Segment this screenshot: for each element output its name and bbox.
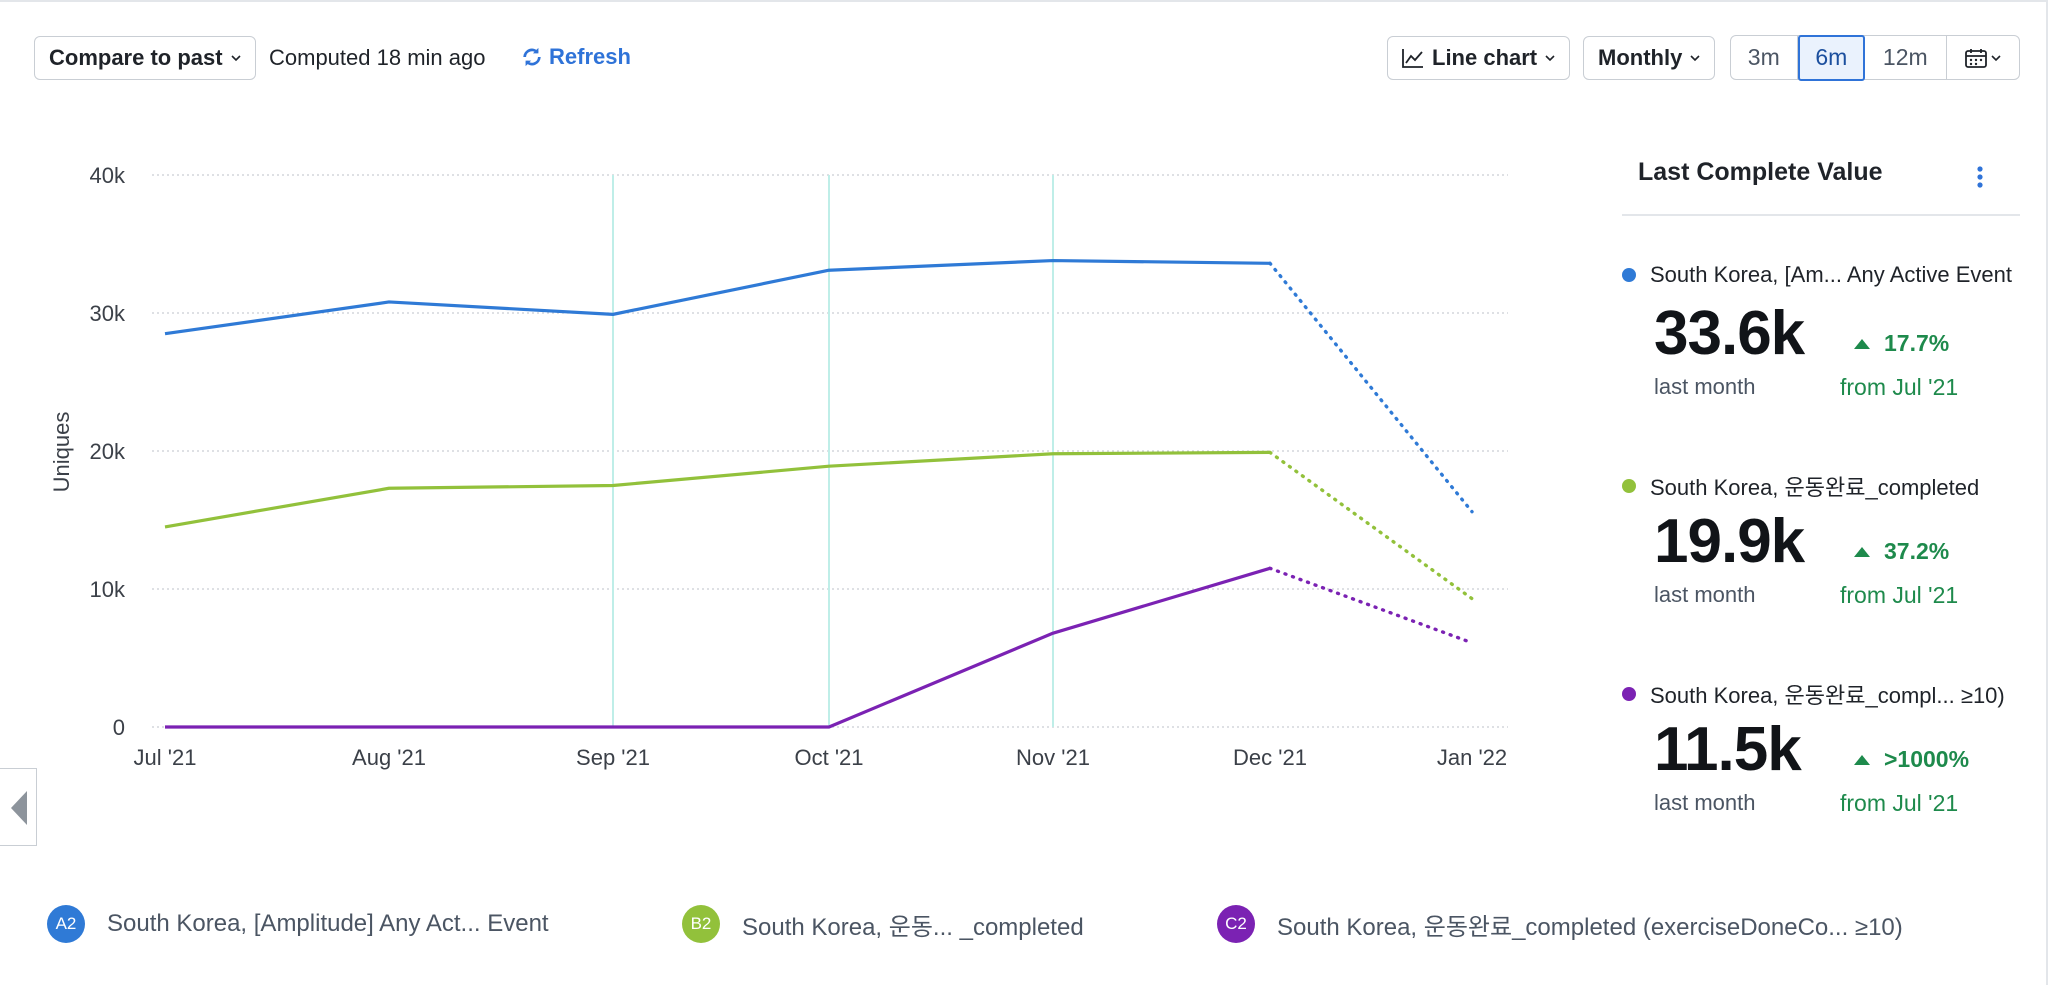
chart-type-dropdown[interactable]: Line chart — [1387, 36, 1571, 80]
range-6m[interactable]: 6m — [1797, 34, 1866, 81]
stat-from: from Jul '21 — [1840, 582, 1959, 608]
x-tick-label: Aug '21 — [352, 745, 426, 770]
stat-from: from Jul '21 — [1840, 790, 1959, 816]
refresh-label: Refresh — [549, 44, 631, 69]
series-color-dot — [1622, 479, 1636, 493]
stat-period: last month — [1654, 582, 1756, 607]
time-range-selector: 3m 6m 12m — [1730, 34, 2020, 81]
y-axis-ticks: 0 10k 20k 30k 40k — [90, 163, 126, 740]
caret-left-icon — [11, 791, 27, 825]
stat-series-name: South Korea, 운동완료_compl... ≥10) — [1622, 678, 2032, 710]
stat-card: South Korea, 운동완료_compl... ≥10) 11.5k la… — [1622, 678, 2032, 816]
legend-label: South Korea, 운동... _completed — [742, 913, 1084, 941]
x-axis-ticks: Jul '21 Aug '21 Sep '21 Oct '21 Nov '21 Dec '… — [134, 745, 1508, 770]
stat-value: 11.5k — [1654, 715, 1802, 784]
series-incomplete-segment — [1268, 261, 1474, 514]
stat-series-name: South Korea, 운동완료_completed — [1622, 470, 2032, 502]
x-tick-label: Dec '21 — [1233, 745, 1307, 770]
stat-value: 19.9k — [1654, 507, 1805, 576]
chevron-down-icon — [1690, 55, 1700, 62]
stat-name: South Korea, [Am... Any Active Event — [1650, 262, 2012, 287]
series-lines — [164, 258, 1474, 729]
stat-change: >1000% — [1854, 746, 1969, 773]
x-tick-label: Jan '22 — [1437, 745, 1507, 770]
computed-time: Computed 18 min ago — [269, 45, 486, 70]
panel-divider — [1622, 214, 2020, 216]
legend-label: South Korea, 운동완료_completed (exerciseDon… — [1277, 913, 1903, 941]
chevron-down-icon — [231, 55, 241, 62]
x-tick-label: Jul '21 — [134, 745, 197, 770]
stat-period: last month — [1654, 374, 1756, 399]
series-color-dot — [1622, 268, 1636, 282]
stat-change-value: 37.2% — [1884, 538, 1950, 564]
line-chart: 0 10k 20k 30k 40k Jul '21 Aug '21 Sep '21 Oct '… — [49, 163, 1508, 770]
legend-badge: C2 — [1217, 905, 1255, 943]
legend-item[interactable]: B2 South Korea, 운동... _completed — [682, 905, 1084, 943]
calendar-icon — [1964, 48, 1987, 68]
chart-type-label: Line chart — [1432, 45, 1538, 70]
compare-to-past-dropdown[interactable]: Compare to past — [34, 36, 256, 80]
chevron-down-icon — [1545, 55, 1555, 62]
stat-period: last month — [1654, 790, 1756, 815]
legend-badge: A2 — [47, 905, 85, 943]
stat-from: from Jul '21 — [1840, 374, 1959, 400]
compare-label: Compare to past — [49, 45, 223, 70]
y-tick-label: 40k — [90, 163, 126, 188]
trend-up-icon — [1854, 754, 1870, 765]
legend-item[interactable]: C2 South Korea, 운동완료_completed (exercise… — [1217, 905, 1903, 943]
refresh-button[interactable]: Refresh — [521, 44, 631, 70]
interval-dropdown[interactable]: Monthly — [1583, 36, 1716, 80]
stat-series-name: South Korea, [Am... Any Active Event — [1622, 262, 2032, 288]
series-color-dot — [1622, 687, 1636, 701]
stat-change-value: >1000% — [1884, 746, 1970, 772]
stat-change: 17.7% — [1854, 330, 1949, 357]
y-tick-label: 30k — [90, 301, 126, 326]
x-tick-label: Nov '21 — [1016, 745, 1090, 770]
chevron-down-icon — [1991, 54, 2001, 61]
y-tick-label: 20k — [90, 439, 126, 464]
y-tick-label: 0 — [113, 715, 125, 740]
series-line — [165, 566, 1271, 729]
range-3m[interactable]: 3m — [1731, 36, 1798, 79]
custom-range-button[interactable] — [1947, 36, 2019, 79]
refresh-icon — [523, 47, 541, 67]
line-chart-icon — [1402, 49, 1423, 68]
trend-up-icon — [1854, 338, 1870, 349]
series-incomplete-segment — [1268, 450, 1474, 601]
stat-name: South Korea, 운동완료_completed — [1650, 475, 1980, 500]
legend-item[interactable]: A2 South Korea, [Amplitude] Any Act... E… — [47, 905, 549, 943]
stat-card: South Korea, 운동완료_completed 19.9k last m… — [1622, 470, 2032, 608]
panel-title: Last Complete Value — [1638, 158, 1883, 186]
stat-change: 37.2% — [1854, 538, 1949, 565]
highlight-lines — [612, 175, 1054, 727]
series-line — [164, 450, 1271, 529]
x-tick-label: Sep '21 — [576, 745, 650, 770]
y-axis-label: Uniques — [49, 412, 74, 493]
stat-name: South Korea, 운동완료_compl... ≥10) — [1650, 683, 2005, 708]
series-incomplete-segment — [1268, 566, 1474, 645]
stat-card: South Korea, [Am... Any Active Event 33.… — [1622, 262, 2032, 400]
range-12m[interactable]: 12m — [1865, 36, 1947, 79]
more-options-icon[interactable] — [1975, 165, 1985, 189]
x-tick-label: Oct '21 — [794, 745, 863, 770]
stat-value: 33.6k — [1654, 299, 1805, 368]
y-tick-label: 10k — [90, 577, 126, 602]
series-line — [164, 258, 1271, 336]
collapse-sidebar-button[interactable] — [0, 768, 37, 846]
interval-label: Monthly — [1598, 45, 1683, 70]
stat-change-value: 17.7% — [1884, 330, 1950, 356]
legend-badge: B2 — [682, 905, 720, 943]
legend-label: South Korea, [Amplitude] Any Act... Even… — [107, 910, 549, 937]
trend-up-icon — [1854, 546, 1870, 557]
